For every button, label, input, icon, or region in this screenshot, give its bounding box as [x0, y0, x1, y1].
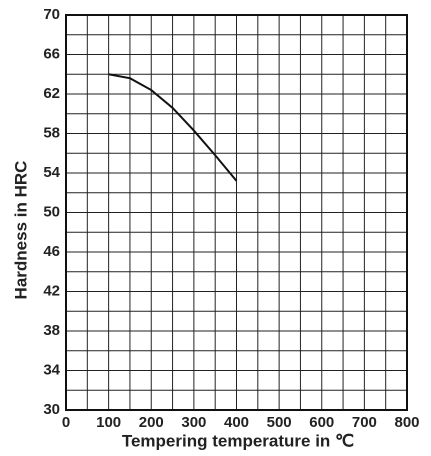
y-tick-label: 46 — [43, 243, 60, 260]
x-tick-label: 0 — [62, 414, 70, 431]
y-tick-label: 38 — [43, 322, 60, 339]
data-line — [108, 73, 238, 182]
y-tick-label: 54 — [43, 164, 60, 181]
y-tick-label: 58 — [43, 124, 60, 141]
y-tick-label: 50 — [43, 203, 60, 220]
x-tick-label: 200 — [139, 414, 164, 431]
plot-frame — [65, 14, 408, 411]
x-axis-title: Tempering temperature in ℃ — [122, 431, 354, 450]
y-tick-label: 34 — [43, 361, 60, 378]
x-tick-label: 600 — [309, 414, 334, 431]
x-tick-label: 100 — [96, 414, 121, 431]
y-tick-label: 42 — [43, 282, 60, 299]
y-tick-label: 62 — [43, 85, 60, 102]
y-tick-label: 70 — [43, 6, 60, 23]
x-tick-label: 800 — [394, 414, 419, 431]
y-tick-label: 30 — [43, 401, 60, 418]
x-tick-label: 400 — [224, 414, 249, 431]
y-tick-label: 66 — [43, 45, 60, 62]
y-axis-title: Hardness in HRC — [11, 161, 30, 300]
x-tick-label: 500 — [267, 414, 292, 431]
x-tick-label: 700 — [352, 414, 377, 431]
x-tick-label: 300 — [181, 414, 206, 431]
